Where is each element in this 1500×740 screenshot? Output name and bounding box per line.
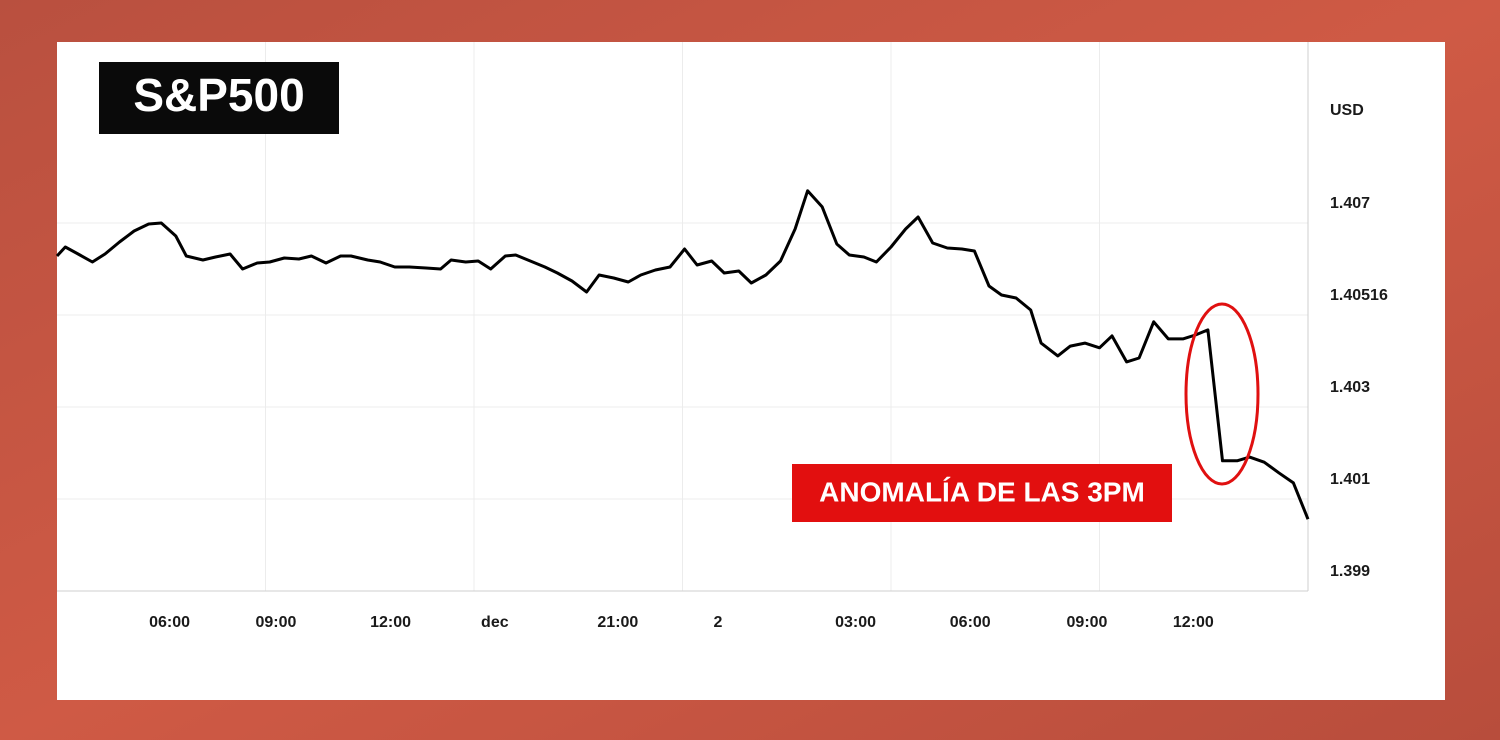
y-tick-label: 1.401 <box>1330 471 1370 488</box>
y-tick-label: 1.399 <box>1330 563 1370 580</box>
x-tick-label: 2 <box>713 614 722 631</box>
plot <box>55 189 1310 520</box>
x-tick-label: 09:00 <box>1067 614 1108 631</box>
annotation-box <box>792 464 1172 522</box>
y-tick-label: 1.403 <box>1330 379 1370 396</box>
annotation: ANOMALÍA DE LAS 3PM <box>819 476 1145 507</box>
x-tick-label: 09:00 <box>255 614 296 631</box>
x-tick-label: 03:00 <box>835 614 876 631</box>
title-box <box>99 62 339 134</box>
chart-title: S&P500 <box>133 69 304 121</box>
x-tick-label: dec <box>481 614 509 631</box>
x-tick-label: 06:00 <box>950 614 991 631</box>
highlight-ellipse <box>1184 302 1260 486</box>
y-tick-label: 1.407 <box>1330 195 1370 212</box>
y-tick-label: 1.40516 <box>1330 287 1388 304</box>
x-tick-label: 12:00 <box>370 614 411 631</box>
x-tick-label: 21:00 <box>597 614 638 631</box>
y-unit: USD <box>1330 102 1364 119</box>
price-line <box>55 189 1310 520</box>
x-tick-label: 12:00 <box>1173 614 1214 631</box>
x-tick-label: 06:00 <box>149 614 190 631</box>
